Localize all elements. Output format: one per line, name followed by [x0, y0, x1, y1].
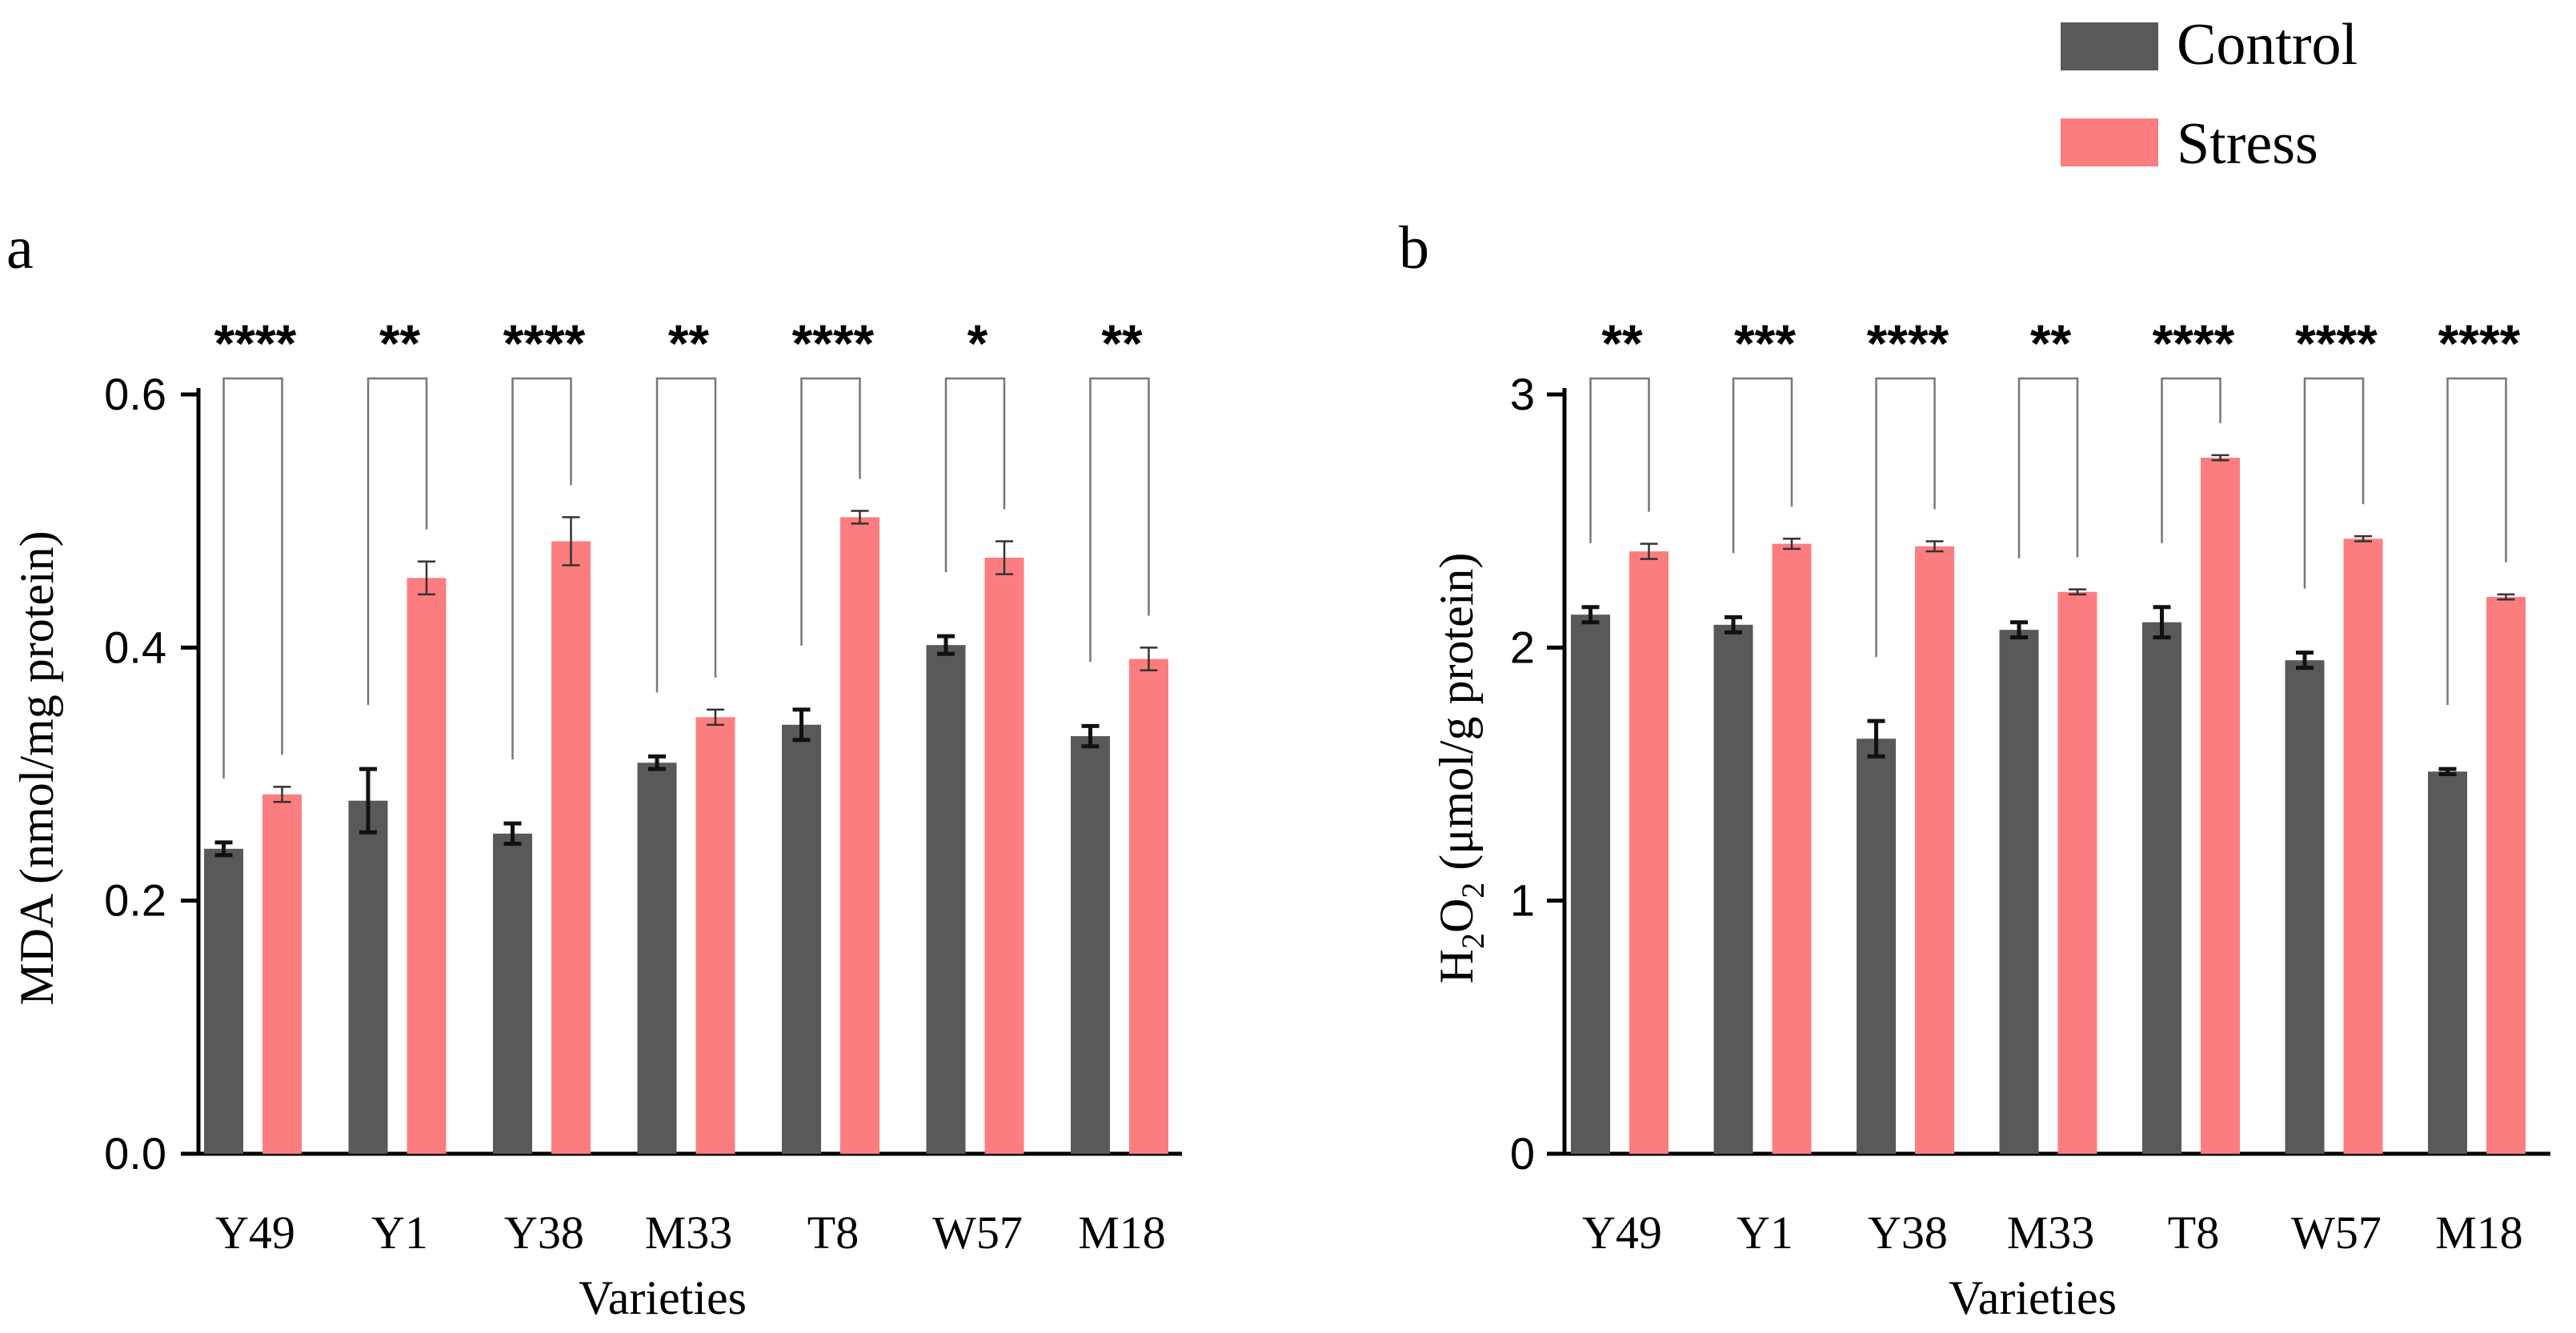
bar-stress-y1	[1772, 543, 1812, 1154]
bar-control-y38	[493, 833, 532, 1154]
significance-bracket	[2446, 377, 2507, 706]
x-tick-label: M33	[645, 1207, 733, 1259]
bar-control-w57	[926, 645, 966, 1154]
significance-bracket	[2017, 377, 2079, 558]
significance-stars: **	[379, 314, 421, 373]
x-tick-label: Y49	[215, 1207, 295, 1259]
bar-control-t8	[782, 724, 821, 1154]
x-axis-title-b: Varieties	[1949, 1271, 2117, 1324]
significance-stars: ****	[503, 314, 586, 373]
significance-stars: ****	[2295, 314, 2378, 373]
bar-stress-y1	[407, 578, 447, 1154]
significance-bracket	[655, 377, 717, 693]
bar-control-m18	[1071, 736, 1110, 1154]
bar-control-y38	[1857, 739, 1896, 1154]
x-tick-label: W57	[2291, 1207, 2382, 1259]
bar-stress-y38	[1915, 546, 1954, 1154]
y-tick-label: 0.2	[104, 875, 166, 926]
significance-bracket	[1875, 377, 1936, 658]
significance-bracket	[944, 377, 1006, 573]
x-tick-label: Y1	[371, 1207, 428, 1259]
x-tick-label: M33	[2007, 1207, 2095, 1259]
significance-stars: **	[1101, 314, 1143, 373]
significance-bracket	[800, 377, 861, 646]
x-tick-label: W57	[932, 1207, 1023, 1259]
significance-stars: **	[668, 314, 710, 373]
bar-stress-y49	[262, 794, 302, 1154]
legend-swatch-stress	[2061, 118, 2158, 166]
bar-control-y1	[1713, 624, 1753, 1154]
bar-stress-w57	[984, 558, 1024, 1154]
significance-stars: ***	[1734, 314, 1796, 373]
bar-stress-t8	[840, 517, 879, 1154]
y-title-b-o: O	[1430, 899, 1483, 933]
legend-label-control: Control	[2177, 12, 2358, 78]
y-tick-label: 0.6	[104, 369, 166, 419]
significance-stars: **	[2030, 314, 2072, 373]
bar-control-y49	[204, 848, 243, 1154]
significance-stars: ****	[1867, 314, 1949, 373]
significance-stars: ****	[792, 314, 875, 373]
bar-stress-m18	[2486, 597, 2526, 1154]
bar-control-m33	[637, 763, 677, 1154]
x-tick-label: M18	[2435, 1207, 2523, 1259]
significance-stars: **	[1601, 314, 1643, 373]
bar-stress-m18	[1129, 658, 1168, 1154]
y-title-b-sub-1: 2	[1455, 933, 1491, 949]
bar-stress-y49	[1629, 551, 1669, 1154]
x-tick-label: Y1	[1737, 1207, 1793, 1259]
x-tick-label: T8	[2168, 1207, 2219, 1259]
bar-stress-m33	[695, 717, 735, 1154]
chart-panel-b: b 0 1 2 3 Y49 ** Y1 *** Y38 **** M33 ** T8 **** W57 ***…	[1399, 214, 2550, 1324]
y-title-b-h: H	[1430, 949, 1483, 983]
significance-stars: *	[968, 314, 988, 373]
bar-stress-t8	[2201, 458, 2240, 1154]
x-tick-label: M18	[1078, 1207, 1166, 1259]
y-tick-label: 0.0	[104, 1128, 166, 1179]
x-tick-label: Y38	[504, 1207, 584, 1259]
bar-stress-y38	[551, 541, 591, 1154]
significance-bracket	[222, 377, 283, 779]
significance-bracket	[1089, 377, 1150, 662]
bar-control-y49	[1571, 614, 1610, 1154]
bar-control-m33	[1999, 630, 2039, 1154]
significance-bracket	[511, 377, 572, 760]
significance-bracket	[1732, 377, 1793, 554]
bar-control-w57	[2285, 660, 2325, 1154]
y-tick-label: 2	[1510, 622, 1535, 672]
x-tick-label: Y49	[1582, 1207, 1662, 1259]
significance-bracket	[1589, 377, 1650, 543]
x-axis-title-a: Varieties	[579, 1271, 747, 1324]
bar-stress-w57	[2343, 538, 2383, 1154]
y-tick-label: 3	[1510, 369, 1535, 419]
y-tick-label: 0	[1510, 1128, 1535, 1179]
significance-bracket	[2161, 377, 2221, 543]
significance-bracket	[2303, 377, 2365, 589]
legend-swatch-control	[2061, 22, 2158, 70]
x-tick-label: T8	[807, 1207, 859, 1259]
bar-stress-m33	[2057, 591, 2097, 1154]
y-tick-label: 1	[1510, 875, 1535, 926]
legend: Control Stress	[2061, 12, 2358, 177]
y-axis-title-b: H2O2 (μmol/g protein)	[1430, 553, 1491, 984]
significance-bracket	[367, 377, 428, 706]
chart-panel-a: a 0.0 0.2 0.4 0.6 Y49 **** Y1 ** Y38 **** M33 ** T8 *…	[6, 214, 1182, 1324]
legend-label-stress: Stress	[2177, 111, 2318, 177]
y-title-b-sub-2: 2	[1455, 883, 1491, 899]
significance-stars: ****	[214, 314, 297, 373]
y-axis-title-a: MDA (nmol/mg protein)	[10, 530, 63, 1005]
significance-stars: ****	[2438, 314, 2521, 373]
plot-area-b: 0 1 2 3 Y49 ** Y1 *** Y38 **** M33 ** T8 **** W57 **** M…	[1510, 314, 2550, 1259]
y-tick-label: 0.4	[104, 622, 166, 672]
y-title-b-unit: (μmol/g protein)	[1430, 553, 1483, 883]
x-tick-label: Y38	[1868, 1207, 1948, 1259]
panel-label-a: a	[6, 214, 34, 282]
bar-control-m18	[2428, 771, 2467, 1154]
bar-control-y1	[348, 800, 388, 1154]
panel-label-b: b	[1399, 214, 1429, 282]
bar-control-t8	[2142, 622, 2181, 1154]
plot-area-a: 0.00.20.40.6Y49****Y1**Y38****M33**T8***…	[104, 314, 1182, 1259]
significance-stars: ****	[2153, 314, 2235, 373]
